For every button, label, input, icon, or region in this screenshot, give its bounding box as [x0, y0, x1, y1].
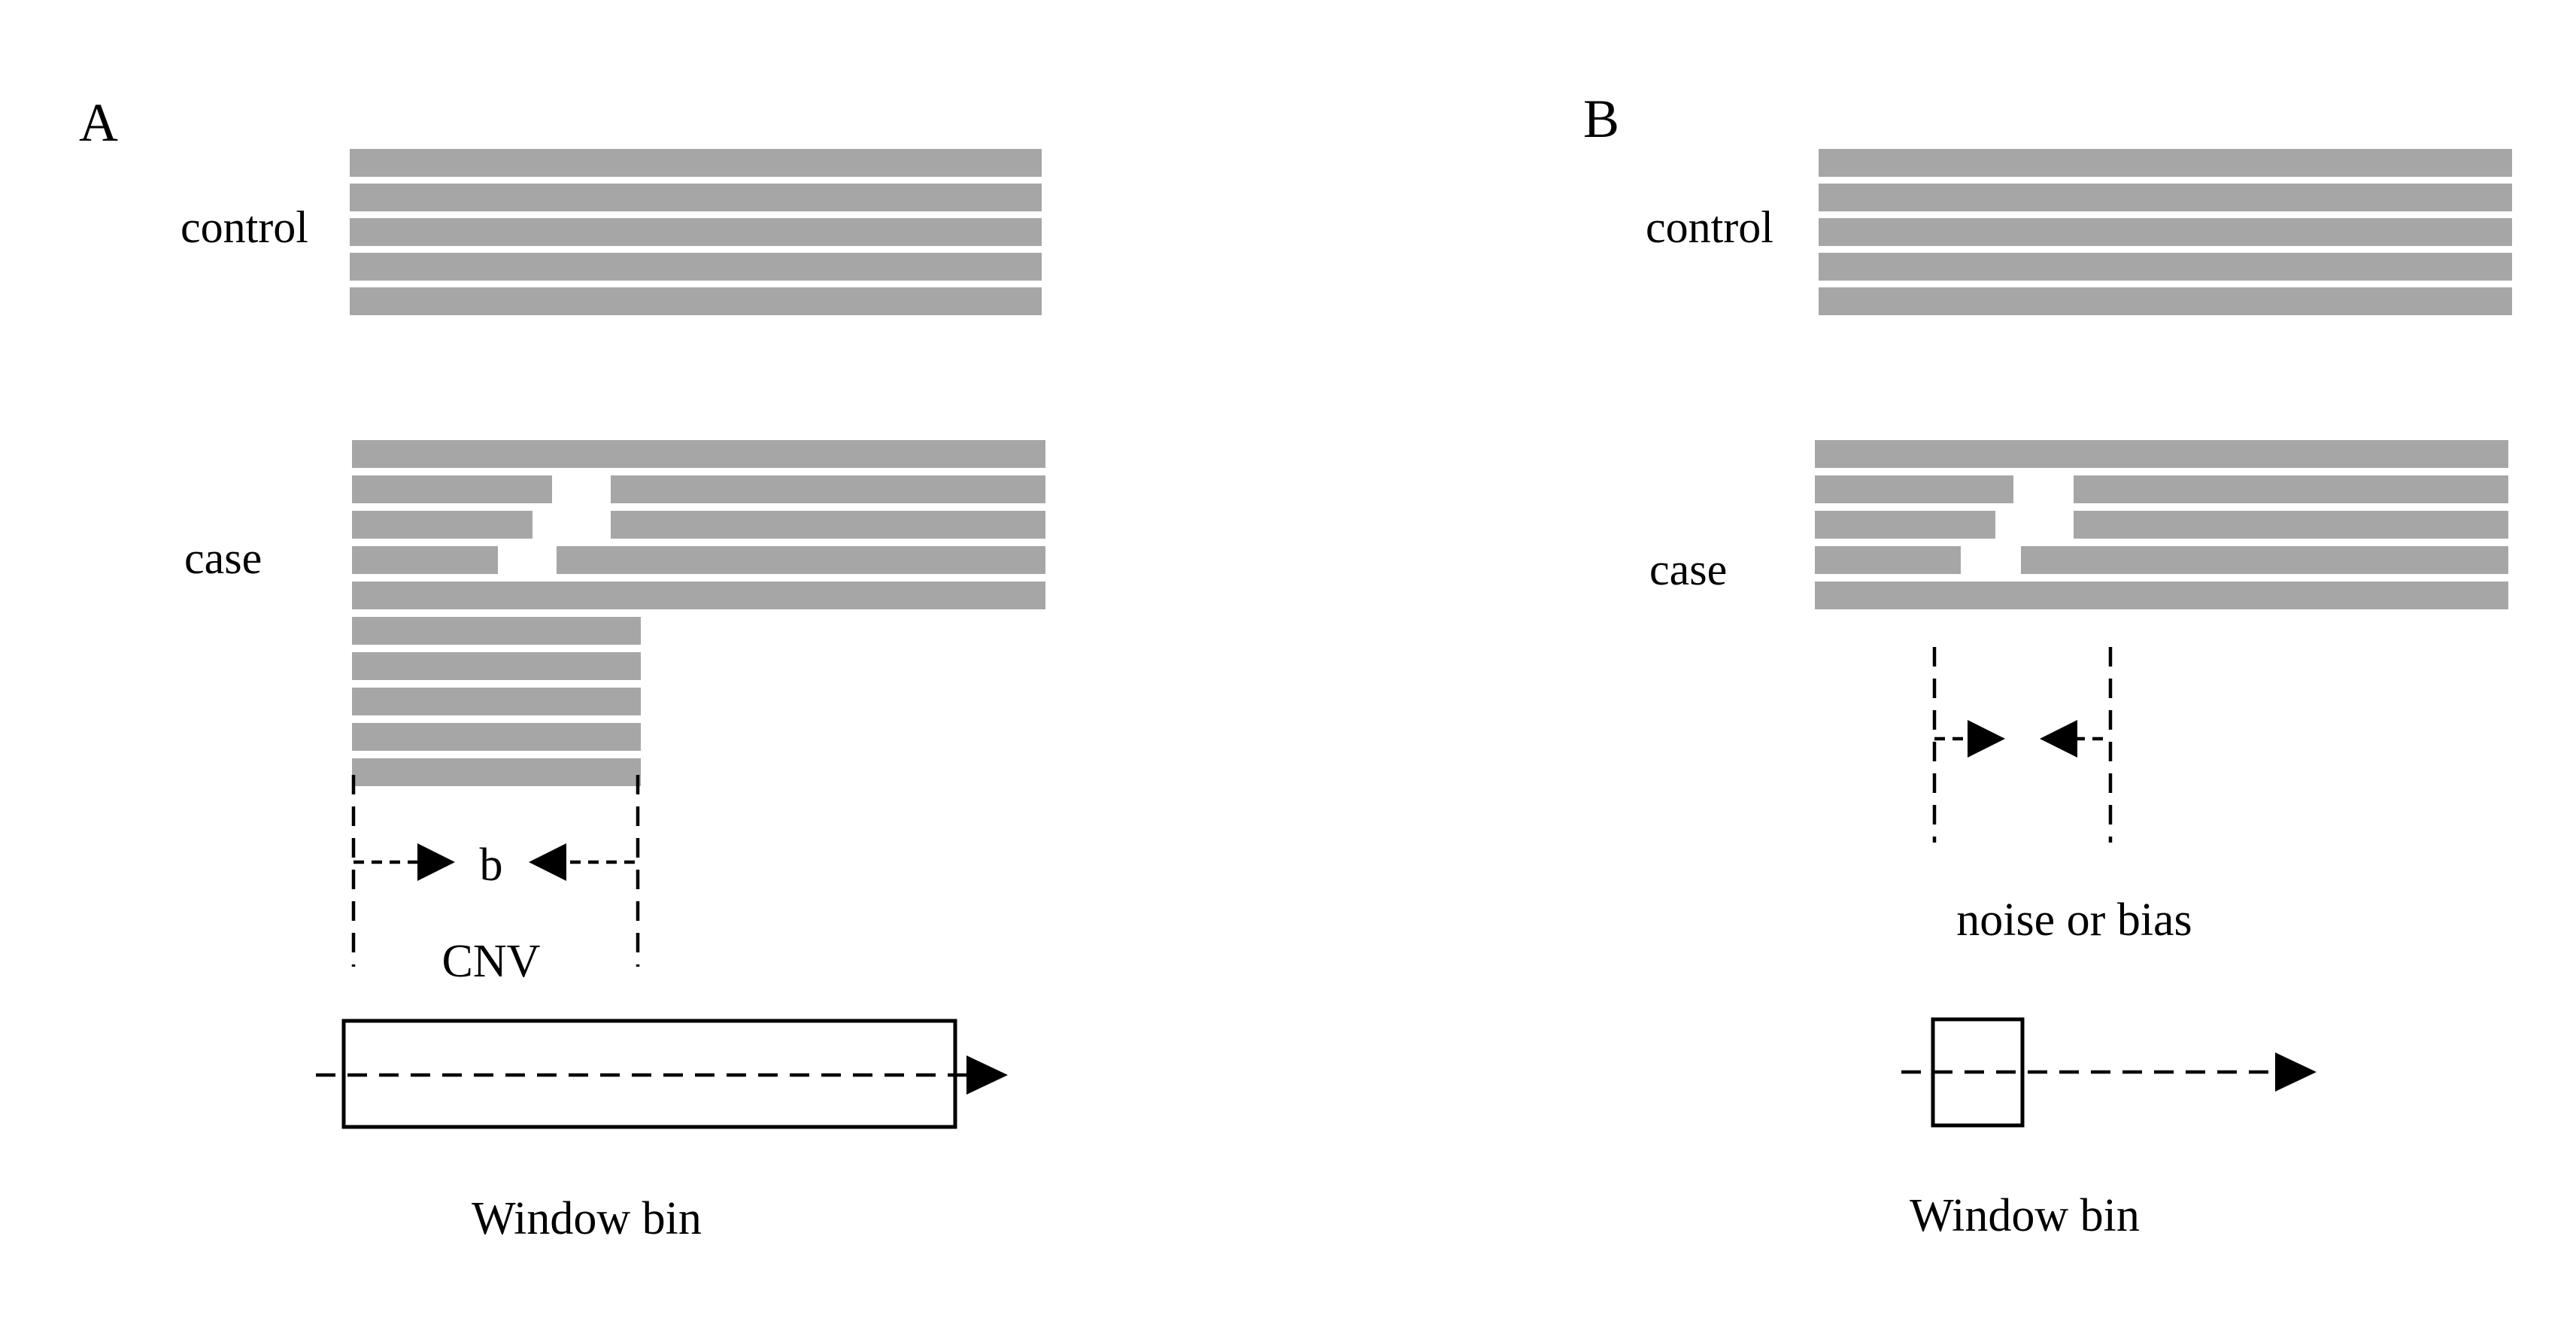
read-bar	[350, 253, 1042, 281]
read-bar	[352, 475, 552, 503]
read-bar	[352, 723, 641, 751]
read-bar	[352, 582, 1045, 609]
read-bar	[350, 287, 1042, 315]
panel-a-case-label: case	[184, 533, 262, 583]
read-bar	[611, 511, 1045, 539]
panel-b-case-reads	[1815, 440, 2508, 609]
read-bar	[1819, 184, 2512, 211]
panel-b-label: B	[1583, 89, 1619, 149]
read-bar	[611, 475, 1045, 503]
read-bar	[1819, 287, 2512, 315]
panel-a: A control case	[79, 93, 1045, 1244]
read-bar	[1815, 582, 2508, 609]
read-bar	[352, 511, 532, 539]
read-bar	[557, 546, 1045, 574]
arrowhead-left-icon	[2040, 720, 2077, 758]
cnv-label: CNV	[442, 936, 541, 987]
arrowhead-right-icon	[1968, 720, 2005, 758]
read-bar	[1815, 511, 1995, 539]
panel-a-control-reads	[350, 149, 1042, 315]
panel-a-label: A	[79, 93, 118, 153]
panel-b-case-label: case	[1649, 545, 1727, 594]
panel-b-control-reads	[1819, 149, 2512, 315]
read-bar	[1815, 440, 2508, 468]
read-bar	[1819, 218, 2512, 246]
read-bar	[1819, 253, 2512, 281]
panel-a-control-label: control	[181, 202, 308, 252]
read-bar	[352, 688, 641, 715]
read-bar	[350, 184, 1042, 211]
span-label: b	[480, 840, 503, 891]
arrowhead-right-icon	[966, 1055, 1008, 1095]
read-bar	[1815, 475, 2013, 503]
read-bar	[350, 218, 1042, 246]
arrowhead-right-icon	[417, 843, 455, 881]
panel-b: B control case noise o	[1583, 89, 2512, 1241]
arrowhead-left-icon	[529, 843, 566, 881]
read-bar	[352, 617, 641, 645]
read-bar	[352, 440, 1045, 468]
noise-label: noise or bias	[1956, 894, 2192, 946]
read-bar	[352, 652, 641, 680]
panel-a-window-label: Window bin	[472, 1193, 702, 1244]
read-bar	[1815, 546, 1961, 574]
read-bar	[2074, 511, 2508, 539]
panel-b-window-label: Window bin	[1910, 1190, 2140, 1241]
read-bar	[1819, 149, 2512, 177]
read-bar	[2021, 546, 2508, 574]
read-bar	[350, 149, 1042, 177]
read-bar	[2074, 475, 2508, 503]
panel-a-case-reads	[352, 440, 1045, 786]
read-bar	[352, 758, 641, 786]
read-bar	[352, 546, 498, 574]
arrowhead-right-icon	[2275, 1052, 2317, 1092]
panel-b-control-label: control	[1646, 202, 1773, 252]
